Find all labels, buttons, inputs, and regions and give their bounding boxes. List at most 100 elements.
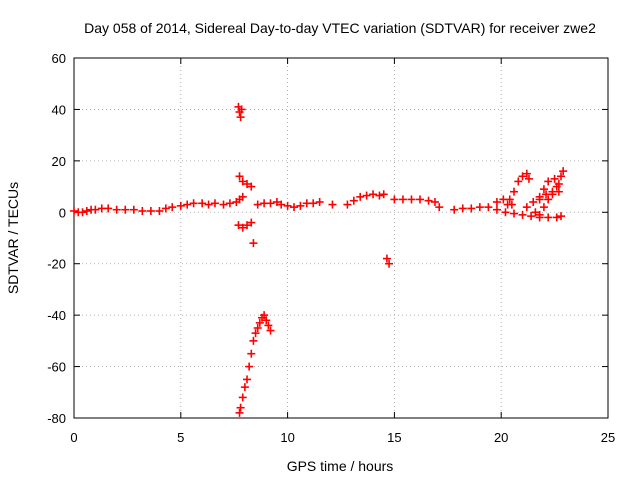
data-point xyxy=(238,177,247,186)
data-point xyxy=(539,185,548,194)
x-tick-label: 5 xyxy=(177,430,184,445)
data-point xyxy=(544,195,553,204)
data-point xyxy=(146,207,155,215)
data-point xyxy=(524,174,533,183)
y-tick-label: -80 xyxy=(47,411,66,426)
data-point xyxy=(309,199,318,208)
data-point xyxy=(522,169,531,178)
data-point xyxy=(277,200,286,209)
data-point xyxy=(503,200,512,209)
data-point xyxy=(235,172,244,181)
data-point xyxy=(484,203,493,212)
x-axis-label: GPS time / hours xyxy=(287,458,394,474)
data-point xyxy=(210,199,219,208)
data-point xyxy=(234,221,243,230)
data-point xyxy=(266,326,275,335)
data-point xyxy=(430,198,439,206)
data-point xyxy=(243,180,252,188)
y-tick-label: 60 xyxy=(52,51,66,66)
data-point xyxy=(266,199,275,208)
data-point xyxy=(91,205,100,214)
data-point xyxy=(168,203,177,212)
data-point xyxy=(251,329,260,338)
data-point xyxy=(559,167,568,176)
data-point xyxy=(385,259,394,268)
data-point xyxy=(240,383,249,392)
data-point xyxy=(435,203,444,212)
data-point xyxy=(245,362,254,371)
x-tick-label: 25 xyxy=(601,430,615,445)
data-point xyxy=(260,311,269,320)
data-point xyxy=(531,208,540,217)
data-point xyxy=(382,254,391,263)
x-tick-label: 10 xyxy=(280,430,294,445)
data-point xyxy=(155,207,164,215)
data-point xyxy=(450,205,459,214)
x-tick-label: 20 xyxy=(494,430,508,445)
data-point xyxy=(535,192,544,201)
data-point xyxy=(112,205,121,214)
data-point xyxy=(510,187,519,196)
data-point xyxy=(204,200,213,209)
y-tick-label: -60 xyxy=(47,360,66,375)
data-point xyxy=(554,180,563,188)
y-tick-label: 0 xyxy=(59,205,66,220)
data-point xyxy=(249,336,258,345)
data-point xyxy=(328,200,337,209)
data-point xyxy=(535,210,544,219)
data-point xyxy=(238,192,247,201)
data-point xyxy=(522,203,531,212)
data-point xyxy=(129,205,138,214)
data-points xyxy=(70,102,568,417)
data-point xyxy=(552,213,561,222)
data-point xyxy=(236,113,245,122)
data-point xyxy=(238,223,247,232)
data-point xyxy=(176,201,185,210)
data-point xyxy=(379,190,388,199)
data-point xyxy=(253,200,262,209)
data-point xyxy=(249,239,258,248)
data-point xyxy=(510,209,519,218)
data-point xyxy=(290,203,299,212)
data-point xyxy=(138,207,147,215)
data-point xyxy=(492,205,501,214)
data-point xyxy=(247,349,256,358)
data-point xyxy=(390,195,399,204)
data-point xyxy=(424,196,433,205)
y-tick-label: 20 xyxy=(52,154,66,169)
data-point xyxy=(557,172,566,181)
data-point xyxy=(475,203,484,212)
data-point xyxy=(243,221,252,230)
y-tick-label: 40 xyxy=(52,102,66,117)
data-point xyxy=(78,208,87,217)
data-point xyxy=(467,204,476,213)
data-point xyxy=(349,196,358,205)
data-point xyxy=(398,195,407,204)
data-point xyxy=(544,213,553,222)
data-point xyxy=(247,182,256,191)
x-tick-label: 15 xyxy=(387,430,401,445)
data-point xyxy=(501,208,510,217)
data-point xyxy=(315,198,324,206)
data-point xyxy=(238,393,247,402)
data-point xyxy=(518,210,527,219)
data-point xyxy=(544,177,553,186)
data-point xyxy=(70,207,78,215)
y-axis-label: SDTVAR / TECUs xyxy=(5,182,21,294)
data-point xyxy=(264,321,273,330)
data-point xyxy=(458,204,467,213)
data-point xyxy=(247,218,256,227)
data-point xyxy=(219,200,228,209)
data-point xyxy=(499,195,508,204)
data-point xyxy=(550,174,559,183)
data-point xyxy=(548,190,557,199)
data-point xyxy=(369,190,378,199)
x-tick-label: 0 xyxy=(70,430,77,445)
data-point xyxy=(343,200,352,209)
data-point xyxy=(272,198,281,206)
data-point xyxy=(255,318,264,327)
data-point xyxy=(539,203,548,212)
data-point xyxy=(161,204,170,213)
x-axis-ticks: 0 5 10 15 20 25 xyxy=(70,58,615,445)
data-point xyxy=(356,192,365,201)
